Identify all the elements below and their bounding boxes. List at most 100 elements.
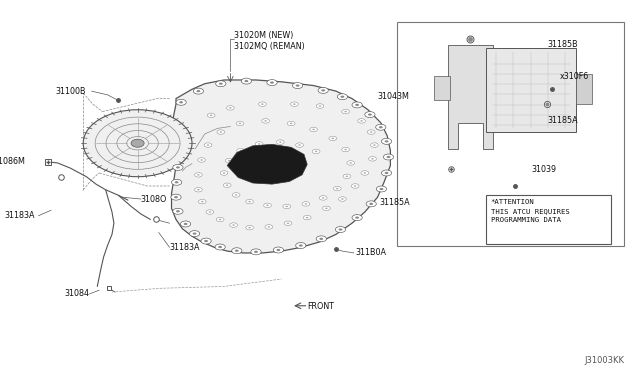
Polygon shape [448,45,493,149]
Text: 311B0A: 311B0A [355,248,386,257]
Circle shape [210,115,212,116]
Text: x310F6: x310F6 [560,72,589,81]
Circle shape [354,185,356,187]
Circle shape [342,147,349,152]
Circle shape [255,142,263,146]
Circle shape [246,199,253,204]
Circle shape [239,123,241,124]
Circle shape [342,109,349,114]
Circle shape [344,111,347,112]
Circle shape [223,172,225,174]
Text: 31183A: 31183A [4,211,35,220]
Circle shape [248,201,251,202]
Circle shape [220,171,228,175]
Circle shape [171,194,181,200]
Circle shape [343,174,351,179]
Circle shape [204,143,212,147]
Circle shape [333,186,341,191]
Circle shape [312,149,320,154]
Circle shape [321,89,325,92]
Circle shape [217,130,225,134]
Circle shape [346,176,348,177]
Circle shape [220,131,222,133]
Circle shape [276,140,284,144]
Circle shape [248,227,251,228]
Circle shape [366,201,376,207]
Circle shape [265,225,273,229]
Text: 31020M (NEW): 31020M (NEW) [234,31,293,40]
Circle shape [355,104,359,106]
Circle shape [207,113,215,118]
Text: 31039: 31039 [531,165,556,174]
Circle shape [381,170,392,176]
Circle shape [262,119,269,123]
Circle shape [336,188,339,189]
Circle shape [371,143,378,147]
Circle shape [376,186,387,192]
Circle shape [219,219,221,220]
Circle shape [347,161,355,165]
Circle shape [193,88,204,94]
Circle shape [319,105,321,107]
Circle shape [258,143,260,145]
Circle shape [172,179,182,185]
Circle shape [268,226,270,228]
Circle shape [197,174,200,176]
Circle shape [266,205,269,206]
Circle shape [339,197,346,201]
Circle shape [204,240,208,242]
Circle shape [218,246,222,248]
Circle shape [296,143,303,147]
Circle shape [279,141,282,143]
Polygon shape [227,144,307,184]
Circle shape [319,196,327,200]
Circle shape [196,90,200,92]
Circle shape [371,158,374,160]
Circle shape [370,131,372,133]
Circle shape [383,154,394,160]
Circle shape [316,236,326,242]
Circle shape [232,193,240,197]
Circle shape [344,149,347,150]
Bar [486,48,576,132]
Circle shape [387,156,390,158]
Circle shape [316,104,324,108]
Circle shape [246,225,253,230]
Circle shape [241,78,252,84]
Circle shape [325,208,328,209]
Circle shape [176,99,186,105]
Circle shape [254,251,258,253]
Circle shape [195,173,202,177]
Ellipse shape [131,139,144,147]
Circle shape [360,120,363,122]
Circle shape [310,127,317,132]
Circle shape [174,196,178,198]
Text: FRONT: FRONT [307,302,334,311]
Circle shape [261,103,264,105]
Circle shape [239,150,242,151]
Circle shape [355,217,359,219]
Text: 31183A: 31183A [170,243,200,252]
Circle shape [232,224,235,226]
Circle shape [198,199,206,204]
Circle shape [226,185,228,186]
Circle shape [173,208,183,214]
Circle shape [292,83,303,89]
Circle shape [184,223,188,225]
Bar [397,22,624,246]
Circle shape [296,243,306,248]
Circle shape [287,121,295,126]
Text: 3102MQ (REMAN): 3102MQ (REMAN) [234,42,305,51]
Circle shape [270,81,274,84]
Circle shape [379,126,383,128]
Circle shape [332,138,334,139]
Circle shape [306,217,308,218]
Circle shape [291,102,298,106]
Circle shape [381,138,392,144]
Circle shape [201,238,211,244]
Circle shape [284,221,292,225]
Circle shape [251,249,261,255]
Circle shape [189,231,200,237]
Circle shape [341,198,344,200]
Bar [434,76,450,100]
